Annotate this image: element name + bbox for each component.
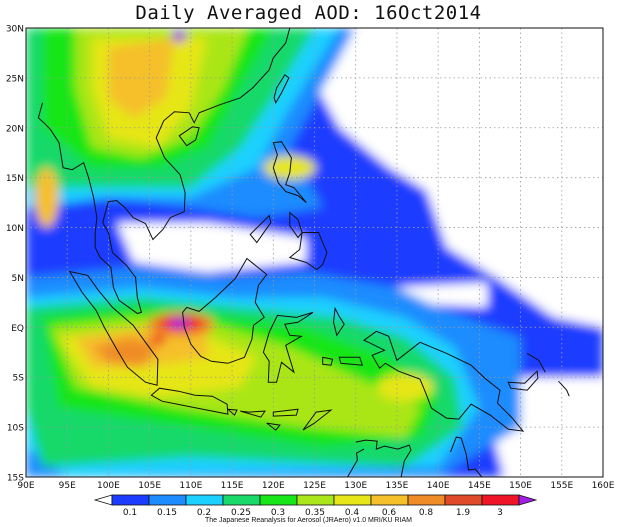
coastline-mindanao bbox=[288, 232, 328, 271]
aod-band-080-china bbox=[108, 38, 175, 118]
colorbar-extend-low bbox=[93, 494, 113, 506]
coastline-sumba bbox=[266, 422, 281, 431]
aod-colorbar: 0.1 0.15 0.2 0.25 0.3 0.35 0.4 0.6 0.8 1.9 3 bbox=[93, 494, 538, 518]
colorbar-level-label: 1.9 bbox=[456, 508, 471, 518]
colorbar-level-label: 3 bbox=[497, 508, 503, 518]
colorbar-level-label: 0.15 bbox=[157, 508, 177, 518]
colorbar-segment bbox=[185, 494, 224, 506]
coastlines bbox=[37, 28, 570, 477]
colorbar-level-label: 0.6 bbox=[382, 508, 397, 518]
coastline-buru bbox=[322, 356, 334, 366]
aod-band-300-bangka bbox=[149, 334, 166, 345]
latitude-tick-label: 15N bbox=[6, 174, 24, 184]
colorbar-segment bbox=[111, 494, 150, 506]
latitude-tick-label: 10S bbox=[7, 424, 24, 434]
aod-peak-kalimantan bbox=[169, 318, 190, 329]
colorbar-segment bbox=[296, 494, 335, 506]
longitude-tick-label: 130E bbox=[344, 481, 367, 491]
latitude-tick-label: 15S bbox=[7, 474, 24, 484]
colorbar-segment bbox=[370, 494, 409, 506]
colorbar-segment bbox=[148, 494, 187, 506]
coastline-new-guinea bbox=[363, 330, 525, 432]
colorbar-extend-high bbox=[518, 494, 538, 506]
aod-band-190-sumatra bbox=[91, 337, 158, 368]
colorbar-level-label: 0.35 bbox=[305, 508, 325, 518]
longitude-tick-label: 115E bbox=[221, 481, 244, 491]
latitude-tick-labels: 30N 25N 20N 15N 10N 5N EQ 5S 10S 15S bbox=[6, 25, 24, 484]
coastline-palawan bbox=[249, 214, 272, 244]
colorbar-segment bbox=[407, 494, 446, 506]
aod-clean-south-china-sea bbox=[116, 222, 307, 273]
longitude-tick-label: 90E bbox=[17, 481, 34, 491]
coastline-bali bbox=[226, 408, 238, 416]
colorbar-segment bbox=[222, 494, 261, 506]
plot-frame bbox=[25, 27, 604, 478]
coastline-sumatra bbox=[68, 270, 159, 386]
latitude-tick-label: 25N bbox=[6, 74, 24, 84]
latitude-tick-label: 20N bbox=[6, 124, 24, 134]
coastline-hainan bbox=[178, 126, 200, 147]
colorbar-segment bbox=[481, 494, 520, 506]
coastline-seram bbox=[338, 356, 364, 366]
colorbar-level-label: 0.3 bbox=[271, 508, 285, 518]
aod-band-060-luzon bbox=[263, 155, 316, 180]
aod-band-080-bay-of-bengal bbox=[34, 167, 59, 228]
colorbar-segment bbox=[259, 494, 298, 506]
coastline-new-britain bbox=[507, 370, 539, 391]
colorbar-segment bbox=[444, 494, 483, 506]
coastline-northern-australia bbox=[355, 439, 412, 477]
coastline-java bbox=[150, 387, 229, 415]
longitude-tick-label: 100E bbox=[97, 481, 120, 491]
coastline-borneo bbox=[182, 257, 268, 364]
longitude-tick-label: 135E bbox=[385, 481, 408, 491]
coastline-halmahera bbox=[332, 306, 345, 337]
colorbar-level-label: 0.2 bbox=[197, 508, 211, 518]
aod-clean-pacific-south bbox=[421, 177, 603, 328]
longitude-tick-label: 140E bbox=[427, 481, 450, 491]
longitude-tick-label: 145E bbox=[468, 481, 491, 491]
longitude-tick-label: 110E bbox=[179, 481, 202, 491]
aod-peak-south-china bbox=[172, 29, 187, 42]
longitude-tick-label: 120E bbox=[262, 481, 285, 491]
colorbar-level-label: 0.4 bbox=[345, 508, 360, 518]
colorbar-segment bbox=[333, 494, 372, 506]
coastline-timor-sea bbox=[347, 448, 365, 477]
colorbar-level-label: 0.8 bbox=[419, 508, 434, 518]
coastline-luzon bbox=[272, 141, 307, 203]
data-credit: The Japanese Reanalysis for Aerosol (JRA… bbox=[205, 517, 412, 524]
latitude-tick-label: 5N bbox=[12, 274, 24, 284]
coastline-timor bbox=[302, 409, 333, 431]
map-title: Daily Averaged AOD: 16Oct2014 bbox=[135, 2, 482, 24]
latitude-tick-label: 5S bbox=[13, 374, 25, 384]
longitude-tick-label: 160E bbox=[592, 481, 615, 491]
longitude-tick-label: 125E bbox=[303, 481, 326, 491]
longitude-tick-label: 155E bbox=[550, 481, 573, 491]
coastline-new-ireland bbox=[526, 352, 546, 373]
coastline-taiwan bbox=[273, 74, 290, 105]
coastline-sulawesi bbox=[262, 311, 314, 383]
latitude-tick-label: 30N bbox=[6, 25, 24, 35]
longitude-tick-label: 95E bbox=[59, 481, 76, 491]
coastline-asia-mainland bbox=[37, 28, 291, 314]
lat-lon-grid bbox=[26, 28, 603, 477]
coastline-flores bbox=[272, 408, 299, 417]
longitude-tick-label: 150E bbox=[509, 481, 532, 491]
coastline-lombok-sumbawa bbox=[240, 410, 266, 418]
latitude-tick-label: EQ bbox=[11, 324, 24, 334]
longitude-tick-labels: 90E 95E 100E 105E 110E 115E 120E 125E 130E 135E 14… bbox=[17, 481, 614, 491]
longitude-tick-label: 105E bbox=[138, 481, 161, 491]
coastline-bougainville bbox=[558, 380, 570, 397]
coastline-cape-york bbox=[450, 436, 483, 477]
colorbar-level-label: 0.1 bbox=[123, 508, 137, 518]
aod-band-060-papua bbox=[377, 373, 434, 402]
latitude-tick-label: 10N bbox=[6, 224, 24, 234]
colorbar-level-label: 0.25 bbox=[231, 508, 251, 518]
coastline-visayas bbox=[289, 211, 303, 239]
